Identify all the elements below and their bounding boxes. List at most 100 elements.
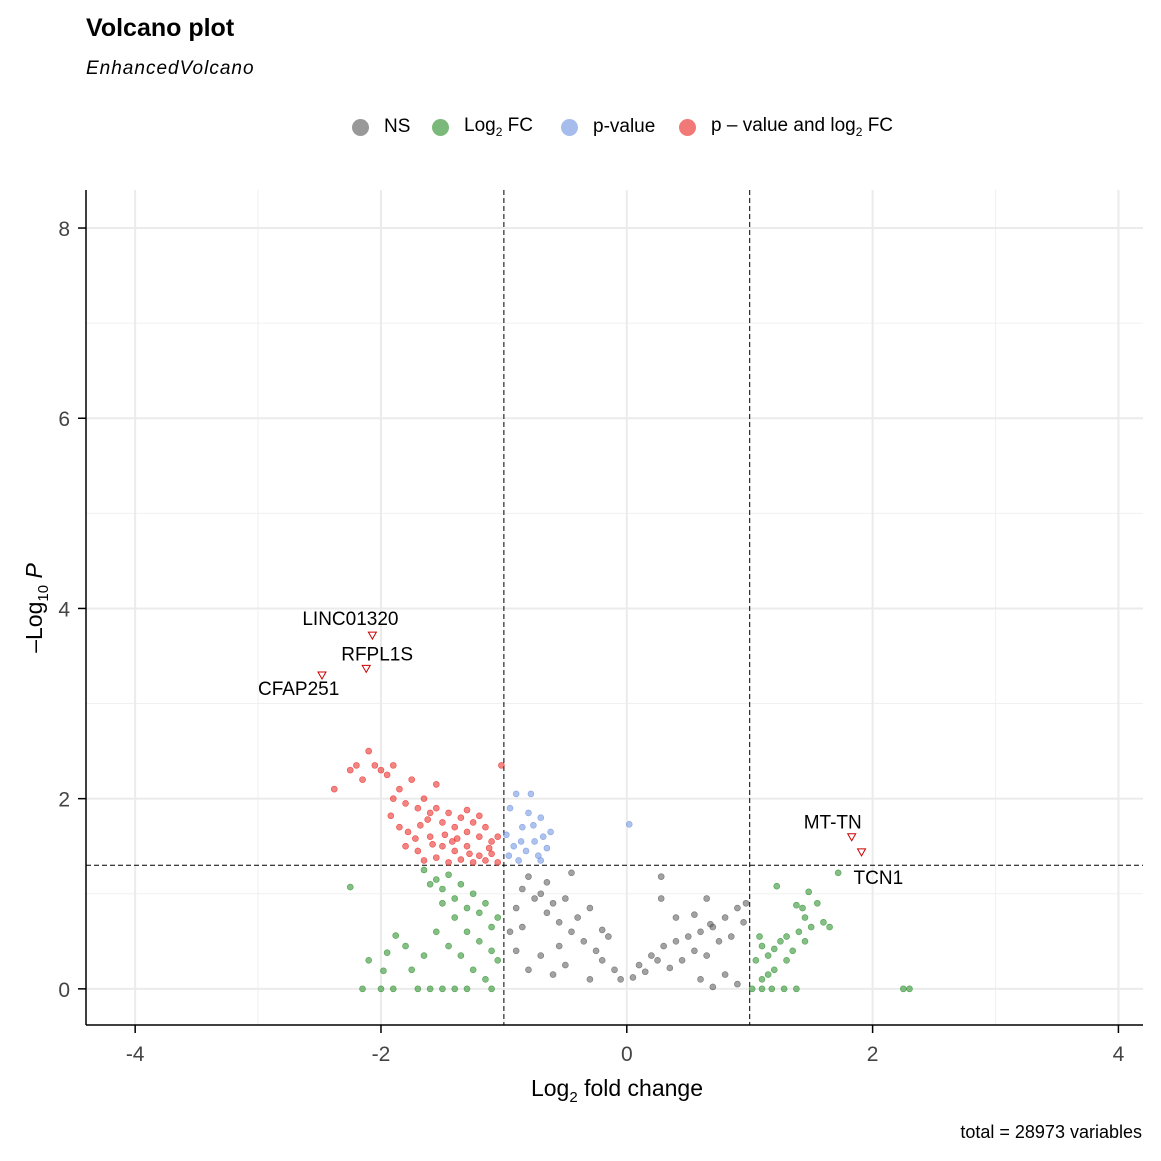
data-point <box>387 812 395 820</box>
data-point <box>359 776 366 783</box>
data-point <box>469 819 477 826</box>
data-point <box>562 895 569 902</box>
data-point <box>512 947 520 955</box>
data-point <box>519 823 526 831</box>
data-point <box>441 831 449 839</box>
data-point <box>783 957 790 964</box>
x-tick-label: 2 <box>867 1043 879 1066</box>
data-point <box>482 976 489 983</box>
data-point <box>734 904 741 912</box>
data-point <box>463 806 471 814</box>
data-point <box>780 985 788 993</box>
data-point <box>764 952 772 959</box>
data-point <box>414 804 422 812</box>
data-point <box>522 847 530 855</box>
data-point <box>445 809 452 817</box>
data-point <box>420 795 428 802</box>
data-point <box>463 828 471 836</box>
data-point <box>396 785 403 793</box>
data-point <box>768 985 776 993</box>
data-point <box>721 914 729 921</box>
data-point <box>562 961 569 969</box>
data-point <box>494 957 502 964</box>
data-point <box>531 838 538 845</box>
data-point <box>519 885 526 893</box>
x-tick-label: 4 <box>1113 1043 1125 1066</box>
data-point <box>476 812 483 820</box>
data-point <box>678 957 686 964</box>
data-point <box>783 933 790 940</box>
data-point <box>392 932 400 939</box>
data-point <box>426 833 434 840</box>
data-point <box>801 914 809 921</box>
data-point <box>389 762 397 769</box>
legend-label-pvalue: p-value <box>593 116 656 137</box>
data-point <box>756 933 763 940</box>
cutoff-lines <box>86 190 1143 1025</box>
data-point <box>799 904 806 912</box>
data-point <box>476 833 483 840</box>
data-point <box>404 828 412 836</box>
data-point <box>568 869 575 877</box>
data-point <box>506 804 514 812</box>
data-point <box>453 835 461 842</box>
data-point <box>568 928 575 936</box>
data-point <box>742 899 750 907</box>
data-point <box>547 828 554 836</box>
data-point <box>777 938 784 945</box>
data-point <box>469 966 477 974</box>
data-point <box>377 766 385 774</box>
data-point <box>359 985 366 993</box>
data-point <box>793 985 800 993</box>
gene-label: TCN1 <box>854 868 904 889</box>
data-point <box>389 985 397 993</box>
data-point <box>429 841 436 848</box>
data-point <box>432 781 440 788</box>
data-point <box>648 952 655 959</box>
data-point <box>574 914 581 921</box>
data-point <box>512 790 520 798</box>
data-point <box>715 938 723 945</box>
data-point <box>635 961 643 969</box>
data-point <box>525 873 532 880</box>
data-point <box>503 831 510 839</box>
data-points <box>330 747 913 993</box>
data-point <box>537 890 545 898</box>
data-point <box>770 945 778 953</box>
data-point <box>586 976 594 983</box>
grid <box>86 190 1143 1025</box>
x-tick-label: 0 <box>621 1043 633 1066</box>
data-point <box>365 957 372 964</box>
y-tick-label: 4 <box>58 598 70 621</box>
y-tick-label: 2 <box>58 789 70 812</box>
legend-marker-log2fc <box>432 118 449 136</box>
data-point <box>826 923 833 931</box>
x-axis-label: Log2 fold change <box>531 1075 703 1106</box>
data-point <box>457 952 465 959</box>
data-point <box>506 928 514 936</box>
data-point <box>439 899 446 907</box>
label-marker <box>846 833 857 842</box>
data-point <box>795 928 803 936</box>
data-point <box>517 838 525 845</box>
data-point <box>789 947 797 955</box>
label-marker <box>856 848 867 857</box>
data-point <box>697 928 704 936</box>
data-point <box>654 957 661 964</box>
data-point <box>346 766 354 774</box>
legend-label-ns: NS <box>384 116 411 137</box>
data-point <box>408 966 416 974</box>
data-point <box>727 933 735 940</box>
data-point <box>537 952 545 959</box>
data-point <box>402 842 409 850</box>
data-point <box>426 985 434 993</box>
gene-label: RFPL1S <box>341 644 413 665</box>
data-point <box>353 762 360 769</box>
y-tick-label: 0 <box>58 979 70 1002</box>
data-point <box>629 974 637 981</box>
data-point <box>476 938 483 945</box>
label-marker <box>317 671 327 681</box>
chart-caption: total = 28973 variables <box>960 1122 1142 1142</box>
data-point <box>707 920 714 928</box>
